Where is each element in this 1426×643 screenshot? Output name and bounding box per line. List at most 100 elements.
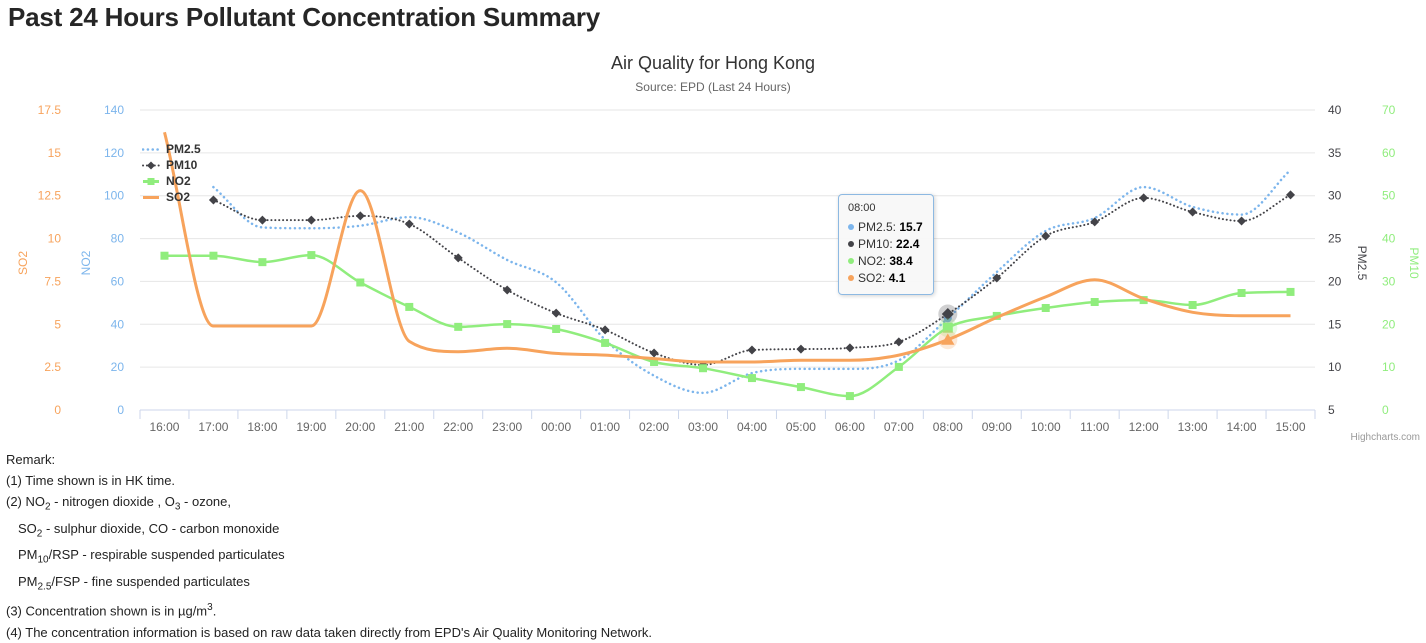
point-marker-no2[interactable] bbox=[1041, 304, 1050, 312]
x-axis-label: 20:00 bbox=[345, 420, 375, 434]
y-axis-label-no2: 140 bbox=[104, 103, 124, 117]
y-axis-label-so2: 2.5 bbox=[44, 360, 61, 374]
point-marker-pm10[interactable] bbox=[747, 345, 757, 355]
x-axis-label: 05:00 bbox=[786, 420, 816, 434]
point-marker-no2[interactable] bbox=[845, 392, 854, 401]
remark-line-4: SO2 - sulphur dioxide, CO - carbon monox… bbox=[18, 520, 280, 540]
y-axis-title-so2: SO2 bbox=[16, 251, 30, 275]
point-marker-pm10[interactable] bbox=[1188, 207, 1198, 217]
point-marker-pm10[interactable] bbox=[355, 211, 365, 221]
hover-marker-no2[interactable] bbox=[942, 322, 953, 333]
legend-symbol-pm10 bbox=[142, 161, 160, 169]
y-axis-label-pm10: 70 bbox=[1382, 103, 1396, 117]
point-marker-no2[interactable] bbox=[1286, 287, 1295, 296]
point-marker-no2[interactable] bbox=[160, 251, 169, 260]
point-marker-no2[interactable] bbox=[1237, 289, 1246, 297]
point-marker-pm10[interactable] bbox=[600, 325, 610, 335]
point-marker-pm10[interactable] bbox=[453, 253, 463, 263]
series-line-so2[interactable] bbox=[163, 131, 1291, 364]
point-marker-no2[interactable] bbox=[1090, 298, 1099, 306]
point-marker-pm10[interactable] bbox=[1041, 231, 1051, 241]
y-axis-label-pm25: 35 bbox=[1328, 146, 1342, 160]
point-marker-no2[interactable] bbox=[258, 258, 267, 267]
x-axis-label: 07:00 bbox=[884, 420, 914, 434]
legend-item-pm2-5[interactable]: PM2.5 bbox=[142, 141, 201, 157]
chart-subtitle: Source: EPD (Last 24 Hours) bbox=[635, 80, 791, 94]
point-marker-no2[interactable] bbox=[552, 325, 561, 333]
y-axis-label-pm10: 50 bbox=[1382, 189, 1396, 203]
legend-symbol-no2 bbox=[143, 177, 159, 185]
y-axis-label-no2: 20 bbox=[111, 360, 125, 374]
remark-line-2: (1) Time shown is in HK time. bbox=[6, 473, 176, 488]
point-marker-pm10[interactable] bbox=[1286, 190, 1296, 200]
point-marker-no2[interactable] bbox=[650, 358, 659, 366]
remark-line-7: (3) Concentration shown is in µg/m3. bbox=[6, 602, 217, 619]
point-marker-no2[interactable] bbox=[747, 374, 756, 383]
legend-item-pm10[interactable]: PM10 bbox=[142, 157, 201, 173]
remark-line-5: PM10/RSP - respirable suspended particul… bbox=[18, 547, 285, 566]
point-marker-no2[interactable] bbox=[796, 383, 805, 392]
y-axis-label-pm10: 30 bbox=[1382, 274, 1396, 288]
x-axis-label: 21:00 bbox=[394, 420, 424, 434]
point-marker-no2[interactable] bbox=[1188, 301, 1197, 309]
highcharts-credit-link[interactable]: Highcharts.com bbox=[1350, 432, 1420, 443]
hover-marker-so2[interactable] bbox=[941, 333, 955, 345]
x-axis-label: 10:00 bbox=[1031, 420, 1061, 434]
point-marker-pm10[interactable] bbox=[551, 308, 561, 318]
point-marker-pm10[interactable] bbox=[894, 337, 904, 347]
point-marker-pm10[interactable] bbox=[404, 219, 414, 229]
point-marker-pm10[interactable] bbox=[208, 195, 218, 205]
x-axis-label: 09:00 bbox=[982, 420, 1012, 434]
x-axis-label: 15:00 bbox=[1276, 420, 1306, 434]
series-line-no2[interactable] bbox=[164, 253, 1291, 398]
series-line-pm2-5[interactable] bbox=[212, 168, 1292, 395]
point-marker-pm10[interactable] bbox=[1090, 217, 1100, 227]
y-axis-label-no2: 100 bbox=[104, 189, 124, 203]
y-axis-label-no2: 0 bbox=[117, 403, 124, 417]
legend-symbol-so2 bbox=[143, 195, 159, 199]
y-axis-label-no2: 40 bbox=[111, 317, 125, 331]
point-marker-no2[interactable] bbox=[209, 251, 218, 260]
point-marker-no2[interactable] bbox=[454, 322, 463, 331]
point-marker-no2[interactable] bbox=[503, 320, 512, 329]
x-axis-label: 22:00 bbox=[443, 420, 473, 434]
y-axis-label-so2: 0 bbox=[54, 403, 61, 417]
x-axis-label: 02:00 bbox=[639, 420, 669, 434]
y-axis-label-so2: 10 bbox=[48, 232, 62, 246]
y-axis-label-so2: 17.5 bbox=[38, 103, 62, 117]
point-marker-no2[interactable] bbox=[356, 278, 365, 287]
y-axis-label-pm10: 40 bbox=[1382, 232, 1396, 246]
x-axis-label: 17:00 bbox=[198, 420, 228, 434]
y-axis-label-pm10: 20 bbox=[1382, 317, 1396, 331]
point-marker-no2[interactable] bbox=[405, 302, 414, 311]
y-axis-label-pm25: 5 bbox=[1328, 403, 1335, 417]
chart-container[interactable]: 16:00 17:00 18:00 19:00 20:00 21:00 22:00 23:00… bbox=[0, 0, 1426, 450]
y-axis-label-pm25: 20 bbox=[1328, 274, 1342, 288]
x-axis-label: 11:00 bbox=[1080, 420, 1109, 434]
y-axis-label-pm10: 60 bbox=[1382, 146, 1396, 160]
y-axis-label-pm25: 40 bbox=[1328, 103, 1342, 117]
point-marker-pm10[interactable] bbox=[1237, 216, 1247, 226]
point-marker-no2[interactable] bbox=[699, 364, 708, 373]
y-axis-label-pm10: 0 bbox=[1382, 403, 1389, 417]
y-axis-label-no2: 60 bbox=[111, 274, 125, 288]
hover-marker-pm10[interactable] bbox=[941, 308, 954, 320]
point-marker-pm10[interactable] bbox=[796, 344, 806, 354]
legend: PM2.5 PM10 NO2 SO2 bbox=[142, 141, 201, 205]
legend-item-no2[interactable]: NO2 bbox=[142, 173, 201, 189]
point-marker-no2[interactable] bbox=[601, 338, 610, 347]
x-axis-label: 18:00 bbox=[247, 420, 277, 434]
legend-item-so2[interactable]: SO2 bbox=[142, 189, 201, 205]
chart-svg[interactable]: 16:00 17:00 18:00 19:00 20:00 21:00 22:00 23:00… bbox=[0, 0, 1426, 450]
point-marker-pm10[interactable] bbox=[992, 273, 1002, 283]
point-marker-pm10[interactable] bbox=[649, 348, 659, 358]
point-marker-pm10[interactable] bbox=[845, 343, 855, 353]
point-marker-pm10[interactable] bbox=[306, 215, 316, 225]
point-marker-pm10[interactable] bbox=[1139, 193, 1149, 203]
x-axis-label: 06:00 bbox=[835, 420, 865, 434]
point-marker-no2[interactable] bbox=[894, 362, 903, 371]
y-axis-title-no2: NO2 bbox=[79, 250, 93, 275]
point-marker-pm10[interactable] bbox=[257, 215, 267, 225]
point-marker-pm10[interactable] bbox=[502, 285, 512, 295]
point-marker-no2[interactable] bbox=[307, 251, 316, 260]
